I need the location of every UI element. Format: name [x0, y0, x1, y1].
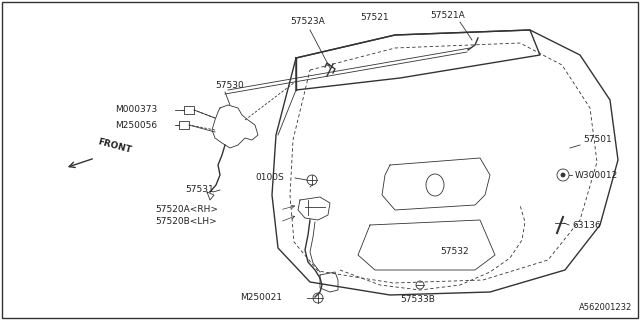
Text: 57530: 57530: [215, 81, 244, 90]
Text: A562001232: A562001232: [579, 303, 632, 312]
Text: 57532: 57532: [441, 247, 469, 257]
Text: M000373: M000373: [115, 106, 157, 115]
Text: 57531: 57531: [185, 186, 214, 195]
Text: M250056: M250056: [115, 121, 157, 130]
Text: FRONT: FRONT: [97, 137, 132, 155]
Text: 57533B: 57533B: [401, 295, 435, 305]
Text: 57523A: 57523A: [290, 18, 324, 27]
Text: 0100S: 0100S: [255, 173, 284, 182]
Text: 57501: 57501: [583, 135, 612, 145]
Text: M250021: M250021: [240, 293, 282, 302]
Text: W300012: W300012: [575, 171, 618, 180]
Circle shape: [561, 173, 565, 177]
Text: 57521: 57521: [360, 13, 388, 22]
Text: 57520A<RH>: 57520A<RH>: [155, 205, 218, 214]
Text: 63136: 63136: [572, 220, 601, 229]
Text: 57521A: 57521A: [430, 11, 465, 20]
Text: 57520B<LH>: 57520B<LH>: [155, 218, 217, 227]
